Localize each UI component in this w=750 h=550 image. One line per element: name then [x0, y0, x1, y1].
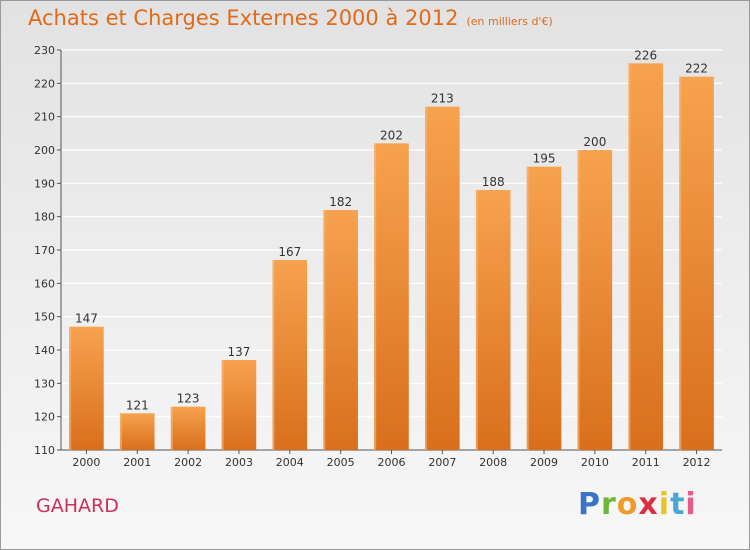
y-tick-label: 190: [34, 177, 55, 190]
bar-value-label: 222: [685, 62, 708, 76]
y-tick-label: 210: [34, 111, 55, 124]
y-tick-label: 110: [34, 444, 55, 457]
bar: [577, 150, 613, 450]
x-tick-label: 2006: [378, 456, 406, 469]
x-tick-label: 2001: [123, 456, 151, 469]
x-tick-label: 2002: [174, 456, 202, 469]
bar-highlight: [221, 360, 224, 450]
bar: [425, 106, 460, 451]
x-tick-label: 2000: [72, 456, 100, 469]
bar: [679, 76, 714, 451]
bar-value-label: 226: [634, 48, 657, 62]
logo-letter: r: [601, 487, 617, 522]
labels: 110 120 130 140 150 160 170 180 190 200 210 220 230 1…: [34, 44, 711, 469]
bar-value-label: 147: [75, 312, 98, 326]
bar-highlight: [526, 166, 529, 450]
bar-highlight: [628, 63, 631, 450]
bar: [475, 190, 511, 450]
bar: [170, 406, 206, 450]
bar-highlight: [323, 210, 326, 450]
bar-value-label: 182: [329, 195, 352, 209]
bar-value-label: 123: [177, 392, 200, 406]
x-tick-label: 2007: [428, 456, 456, 469]
proxiti-logo: Proxiti: [578, 487, 697, 522]
y-tick-label: 150: [34, 311, 55, 324]
logo-letter: t: [670, 487, 686, 522]
bar-highlight: [679, 76, 682, 451]
bar-highlight: [374, 143, 377, 451]
bar-value-label: 167: [278, 245, 301, 259]
bar: [374, 143, 409, 451]
y-tick-label: 200: [34, 144, 55, 157]
bar-highlight: [272, 260, 275, 450]
y-tick-label: 160: [34, 277, 55, 290]
bar-value-label: 121: [126, 398, 149, 412]
y-tick-label: 140: [34, 344, 55, 357]
x-tick-label: 2004: [276, 456, 304, 469]
bar: [272, 260, 308, 450]
y-tick-label: 180: [34, 211, 55, 224]
x-tick-label: 2010: [581, 456, 609, 469]
bar-highlight: [69, 326, 72, 450]
commune-name: GAHARD: [36, 495, 119, 517]
bar: [628, 63, 664, 450]
bars: [69, 63, 714, 451]
chart-unit-note: (en milliers d'€): [466, 15, 553, 28]
logo-letter: P: [578, 487, 601, 522]
y-tick-label: 130: [34, 377, 55, 390]
x-tick-label: 2003: [225, 456, 253, 469]
bar-highlight: [170, 406, 173, 450]
bar: [69, 326, 104, 450]
chart-title-text: Achats et Charges Externes 2000 à 2012: [28, 6, 459, 30]
x-tick-label: 2005: [327, 456, 355, 469]
bar-highlight: [475, 190, 478, 450]
x-tick-label: 2011: [632, 456, 660, 469]
x-tick-label: 2008: [479, 456, 507, 469]
bar-value-label: 195: [533, 152, 556, 166]
bar-value-label: 200: [583, 135, 606, 149]
bar-highlight: [577, 150, 580, 450]
logo-letter: i: [685, 487, 697, 522]
bar-highlight: [425, 106, 428, 451]
chart-title: Achats et Charges Externes 2000 à 2012 (e…: [28, 6, 553, 30]
bar-value-label: 213: [431, 92, 454, 106]
x-tick-label: 2009: [530, 456, 558, 469]
y-tick-label: 170: [34, 244, 55, 257]
y-tick-label: 220: [34, 77, 55, 90]
bar-value-label: 188: [482, 175, 505, 189]
bar-value-label: 137: [228, 345, 251, 359]
bar-highlight: [119, 413, 122, 450]
logo-letter: x: [638, 487, 659, 522]
y-tick-label: 230: [34, 44, 55, 57]
bar: [526, 166, 562, 450]
bar: [119, 413, 155, 450]
bar: [221, 360, 257, 450]
y-tick-label: 120: [34, 411, 55, 424]
logo-letter: o: [616, 487, 639, 522]
bar: [323, 210, 358, 450]
logo-letter: i: [658, 487, 671, 522]
x-tick-label: 2012: [683, 456, 711, 469]
bar-value-label: 202: [380, 128, 403, 142]
